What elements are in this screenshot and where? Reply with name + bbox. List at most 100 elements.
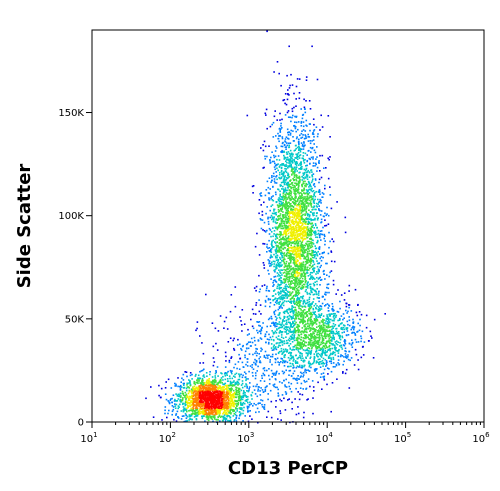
event-dot bbox=[271, 263, 273, 266]
event-dot bbox=[292, 337, 294, 339]
event-dot bbox=[298, 253, 300, 256]
event-dot bbox=[197, 377, 199, 379]
event-dot bbox=[284, 265, 287, 268]
event-dot bbox=[216, 410, 219, 413]
event-dot bbox=[292, 282, 294, 284]
event-dot bbox=[193, 382, 195, 385]
event-dot bbox=[309, 283, 312, 286]
event-dot bbox=[207, 413, 210, 415]
event-dot bbox=[329, 186, 331, 188]
event-dot bbox=[307, 213, 310, 216]
event-dot bbox=[214, 390, 217, 393]
event-dot bbox=[293, 253, 295, 256]
event-dot bbox=[304, 324, 306, 326]
event-dot bbox=[308, 171, 311, 174]
event-dot bbox=[206, 416, 208, 419]
event-dot bbox=[180, 386, 183, 388]
event-dot bbox=[274, 298, 276, 301]
event-dot bbox=[289, 225, 292, 228]
event-dot bbox=[314, 255, 316, 258]
event-dot bbox=[244, 376, 247, 379]
event-dot bbox=[309, 142, 312, 145]
event-dot bbox=[296, 226, 298, 229]
event-dot bbox=[269, 262, 272, 265]
event-dot bbox=[158, 394, 160, 397]
event-dot bbox=[300, 288, 303, 290]
event-dot bbox=[280, 200, 282, 203]
event-dot bbox=[278, 372, 280, 375]
event-dot bbox=[304, 260, 307, 263]
event-dot bbox=[313, 123, 315, 126]
event-dot bbox=[295, 316, 297, 319]
event-dot bbox=[294, 127, 297, 130]
event-dot bbox=[273, 178, 276, 180]
event-dot bbox=[202, 362, 205, 364]
event-dot bbox=[175, 385, 177, 387]
event-dot bbox=[298, 214, 300, 216]
event-dot bbox=[286, 182, 288, 185]
event-dot bbox=[326, 274, 328, 276]
event-dot bbox=[283, 297, 286, 299]
event-dot bbox=[288, 218, 290, 220]
event-dot bbox=[284, 254, 286, 257]
event-dot bbox=[232, 389, 235, 392]
event-dot bbox=[312, 264, 314, 267]
event-dot bbox=[231, 388, 233, 390]
event-dot bbox=[301, 287, 304, 290]
event-dot bbox=[168, 409, 170, 412]
event-dot bbox=[309, 129, 311, 132]
event-dot bbox=[287, 264, 290, 267]
event-dot bbox=[277, 137, 279, 140]
event-dot bbox=[317, 272, 319, 275]
event-dot bbox=[263, 166, 265, 169]
event-dot bbox=[224, 378, 227, 381]
event-dot bbox=[271, 295, 274, 297]
event-dot bbox=[286, 142, 288, 144]
event-dot bbox=[312, 311, 314, 314]
event-dot bbox=[259, 193, 261, 195]
event-dot bbox=[185, 398, 187, 401]
event-dot bbox=[295, 157, 297, 159]
event-dot bbox=[309, 286, 312, 288]
event-dot bbox=[279, 184, 282, 186]
event-dot bbox=[164, 393, 167, 395]
event-dot bbox=[175, 383, 177, 386]
event-dot bbox=[220, 388, 222, 390]
event-dot bbox=[279, 344, 281, 347]
event-dot bbox=[270, 338, 273, 341]
event-dot bbox=[204, 393, 207, 395]
event-dot bbox=[215, 393, 217, 395]
event-dot bbox=[291, 110, 294, 113]
event-dot bbox=[200, 394, 203, 396]
event-dot bbox=[160, 387, 163, 390]
event-dot bbox=[281, 208, 283, 211]
event-dot bbox=[284, 141, 287, 143]
event-dot bbox=[289, 255, 292, 257]
event-dot bbox=[219, 382, 222, 384]
event-dot bbox=[230, 387, 233, 389]
event-dot bbox=[307, 205, 310, 207]
event-dot bbox=[235, 396, 237, 398]
event-dot bbox=[297, 199, 299, 201]
event-dot bbox=[205, 381, 208, 384]
event-dot bbox=[325, 214, 327, 217]
event-dot bbox=[223, 391, 225, 394]
event-dot bbox=[275, 319, 278, 321]
event-dot bbox=[287, 138, 290, 140]
event-dot bbox=[222, 416, 225, 418]
event-dot bbox=[222, 388, 225, 390]
event-dot bbox=[292, 367, 294, 369]
event-dot bbox=[300, 229, 302, 231]
event-dot bbox=[294, 170, 296, 173]
event-dot bbox=[279, 300, 281, 303]
event-dot bbox=[210, 387, 213, 390]
event-dot bbox=[284, 216, 286, 219]
event-dot bbox=[301, 227, 304, 229]
event-dot bbox=[198, 396, 201, 399]
event-dot bbox=[273, 115, 276, 118]
event-dot bbox=[297, 274, 300, 277]
event-dot bbox=[311, 222, 313, 225]
event-dot bbox=[299, 178, 301, 181]
event-dot bbox=[211, 398, 214, 401]
event-dot bbox=[208, 408, 211, 411]
